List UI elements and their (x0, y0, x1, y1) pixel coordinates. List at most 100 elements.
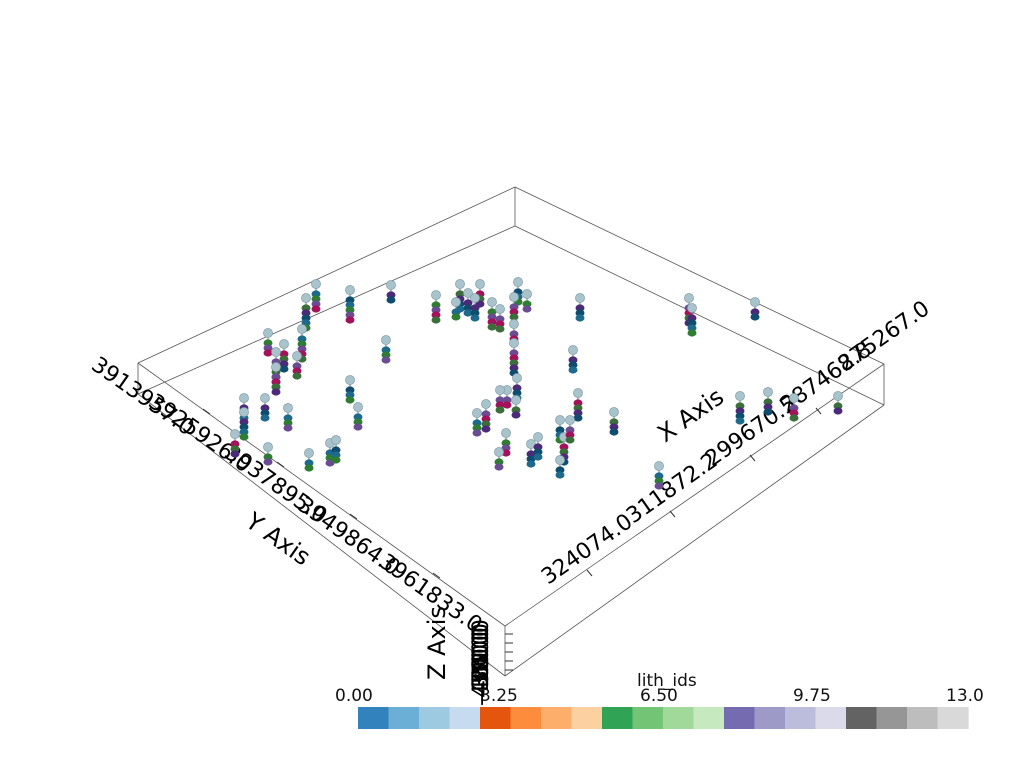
borehole-layer (472, 429, 482, 437)
z-tick-label: -350.0 (469, 627, 494, 698)
borehole-layer (297, 335, 307, 343)
borehole-layer (509, 349, 519, 357)
z-tick-label: -450.0 (469, 635, 494, 706)
borehole-cap (555, 455, 565, 465)
borehole-layer (533, 443, 543, 451)
borehole-layer (495, 396, 505, 404)
borehole (260, 393, 270, 422)
scalar-bar-swatch (876, 707, 908, 729)
borehole-cap (230, 429, 240, 439)
borehole-layer (609, 418, 619, 426)
borehole-cap (304, 448, 314, 458)
scalar-bar-swatch (693, 707, 725, 729)
borehole-cap (345, 285, 355, 295)
borehole (533, 432, 543, 461)
borehole-layer (555, 426, 565, 434)
borehole-layer (687, 329, 697, 337)
borehole-layer (502, 401, 512, 409)
borehole-layer (345, 296, 355, 304)
borehole (455, 279, 465, 313)
borehole-cap (455, 279, 465, 289)
borehole (345, 375, 355, 404)
borehole (470, 293, 480, 322)
borehole-layer (331, 456, 341, 464)
borehole-layer (495, 406, 505, 414)
borehole-layer (833, 402, 843, 410)
borehole-cap (789, 393, 799, 403)
borehole-layer (271, 383, 281, 391)
borehole-layer (512, 384, 522, 392)
borehole-layer (568, 356, 578, 364)
borehole-layer (331, 451, 341, 459)
borehole-layer (463, 299, 473, 307)
borehole-layer (789, 409, 799, 417)
borehole (463, 288, 473, 317)
borehole-layer (279, 360, 289, 368)
borehole (573, 388, 583, 422)
borehole-layer (763, 403, 773, 411)
borehole-cap (533, 432, 543, 442)
borehole-cap (495, 304, 505, 314)
scalar-bar-label: 9.75 (793, 686, 831, 706)
borehole-layer (750, 308, 760, 316)
borehole-layer (283, 414, 293, 422)
z-tick-label: -300.0 (469, 623, 494, 694)
borehole-layer (345, 396, 355, 404)
borehole-layer (470, 309, 480, 317)
borehole (230, 429, 240, 458)
borehole (789, 393, 799, 422)
x-tick-label: 324074.0 (537, 509, 637, 590)
borehole (495, 385, 505, 414)
borehole-layer (481, 420, 491, 428)
borehole-cap (509, 319, 519, 329)
scalar-bar-swatch (571, 707, 603, 729)
borehole-cap (573, 388, 583, 398)
borehole-layer (297, 345, 307, 353)
borehole-cap (565, 415, 575, 425)
borehole-layer (230, 445, 240, 453)
borehole-layer (511, 411, 521, 419)
scalar-bar-label: 13.0 (946, 686, 984, 706)
borehole-cap (763, 387, 773, 397)
borehole-cap (494, 447, 504, 457)
borehole (331, 435, 341, 464)
borehole-layer (463, 309, 473, 317)
borehole-layer (345, 301, 355, 309)
borehole-layer (509, 308, 519, 316)
borehole-cap (311, 279, 321, 289)
borehole-layer (239, 423, 249, 431)
scalar-bar-swatch (449, 707, 481, 729)
borehole (763, 387, 773, 416)
borehole-layer (573, 404, 583, 412)
borehole-layer (522, 300, 532, 308)
borehole-layer (386, 296, 396, 304)
borehole-layer (292, 367, 302, 375)
borehole-layer (304, 464, 314, 472)
borehole-layer (565, 431, 575, 439)
borehole (239, 407, 249, 441)
borehole-cap (513, 277, 523, 287)
borehole-cap (511, 395, 521, 405)
borehole-layer (230, 450, 240, 458)
borehole (502, 385, 512, 409)
borehole-layer (555, 466, 565, 474)
scalar-bar-swatch (358, 707, 390, 729)
borehole-layer (501, 444, 511, 452)
borehole-layer (472, 424, 482, 432)
scalar-bar-label: 3.25 (480, 686, 518, 706)
borehole-layer (565, 426, 575, 434)
borehole-layer (331, 446, 341, 454)
borehole-layer (279, 365, 289, 373)
borehole-layer (559, 448, 569, 456)
borehole-layer (239, 418, 249, 426)
borehole-layer (311, 295, 321, 303)
borehole-layer (687, 324, 697, 332)
borehole-layer (487, 313, 497, 321)
borehole-layer (271, 373, 281, 381)
borehole-cap (263, 442, 273, 452)
borehole (283, 403, 293, 432)
borehole (279, 339, 289, 373)
borehole-layer (609, 428, 619, 436)
